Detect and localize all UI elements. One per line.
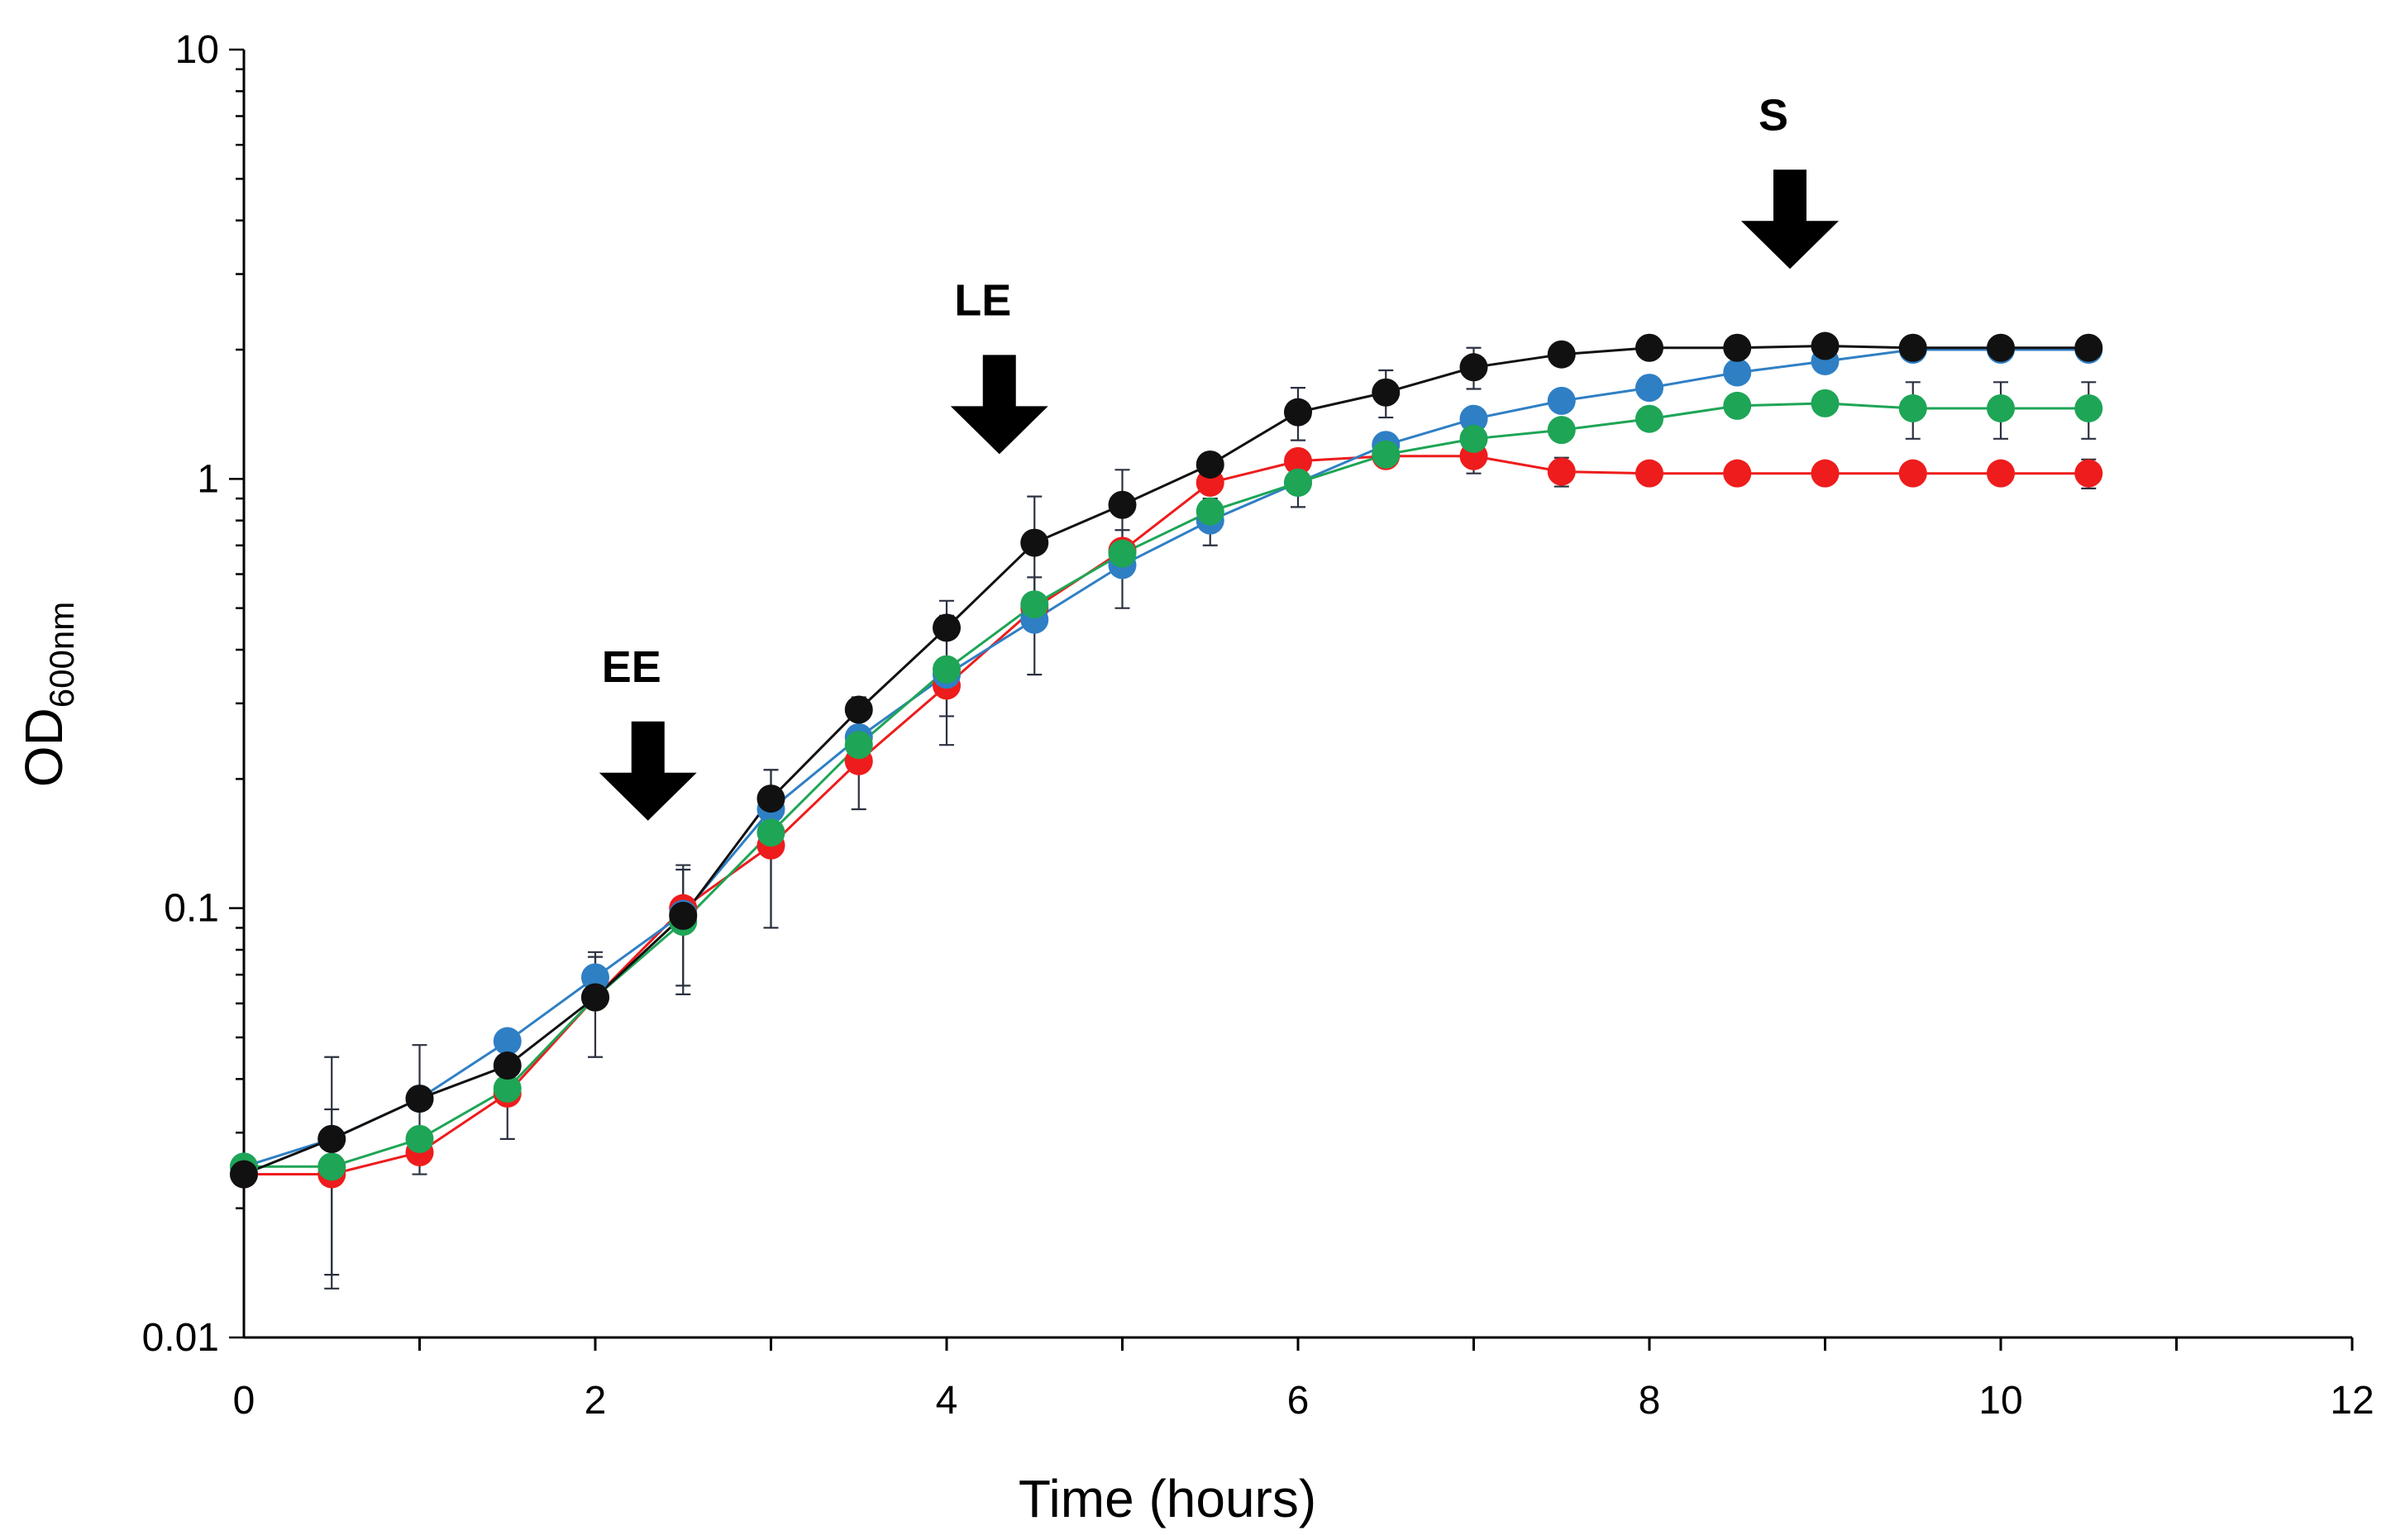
data-point-blue — [1635, 374, 1663, 403]
data-point-black — [1811, 331, 1840, 360]
data-point-black — [230, 1160, 258, 1189]
data-point-green — [756, 818, 785, 847]
annotation-s: S — [1741, 90, 1839, 269]
axis-ticks — [229, 48, 2354, 1351]
series-line-black — [243, 344, 2089, 1175]
data-point-black — [933, 613, 961, 642]
data-point-red — [1987, 459, 2015, 488]
down-arrow-icon — [950, 355, 1048, 455]
data-point-black — [1020, 528, 1049, 557]
data-point-green — [1898, 393, 1927, 422]
data-point-red — [1284, 446, 1312, 475]
annotation-label: S — [1759, 90, 1788, 140]
data-point-black — [2074, 333, 2103, 362]
series-line-red — [244, 455, 2089, 1175]
annotation-le: LE — [950, 275, 1048, 455]
data-point-black — [1108, 490, 1137, 519]
series-line-green — [244, 402, 2089, 1168]
data-point-red — [1898, 459, 1927, 488]
data-point-black — [1987, 333, 2015, 362]
data-point-black — [1459, 353, 1488, 382]
y-tick-label: 0.01 — [142, 1316, 219, 1360]
phase-annotations: EE LE S — [599, 90, 1839, 821]
data-point-blue — [581, 963, 609, 992]
x-tick-label: 4 — [936, 1379, 958, 1423]
x-tick-label: 12 — [2330, 1379, 2374, 1423]
data-point-red — [2074, 459, 2103, 488]
y-tick-label: 0.1 — [164, 887, 219, 931]
data-point-black — [844, 695, 873, 724]
annotation-label: LE — [954, 275, 1011, 325]
series-line-blue — [243, 348, 2089, 1168]
data-point-red — [1723, 459, 1752, 488]
data-point-black — [1635, 333, 1663, 362]
data-point-green — [1811, 389, 1840, 417]
data-point-green — [1987, 393, 2015, 422]
down-arrow-icon — [599, 721, 697, 821]
data-point-green — [933, 655, 961, 684]
x-tick-label: 8 — [1639, 1379, 1661, 1423]
data-point-green — [1372, 440, 1401, 469]
x-tick-label: 10 — [1978, 1379, 2022, 1423]
x-axis-title: Time (hours) — [1019, 1469, 1316, 1528]
data-point-blue — [1547, 386, 1576, 415]
data-point-green — [317, 1152, 346, 1181]
data-point-green — [405, 1124, 434, 1153]
y-axis-title-subscript: 600nm — [42, 602, 81, 708]
data-point-black — [405, 1085, 434, 1113]
data-point-black — [756, 784, 785, 813]
data-point-green — [1108, 539, 1137, 568]
x-tick-label: 0 — [233, 1379, 255, 1423]
data-point-black — [1898, 333, 1927, 362]
x-tick-label: 2 — [585, 1379, 607, 1423]
data-point-blue — [493, 1027, 522, 1056]
y-tick-label: 10 — [175, 28, 219, 72]
data-point-black — [1196, 450, 1224, 479]
data-point-black — [669, 901, 698, 930]
data-point-green — [493, 1074, 522, 1103]
data-point-green — [844, 731, 873, 760]
y-axis-title: OD600nm — [14, 602, 81, 787]
data-point-red — [1547, 457, 1576, 486]
x-tick-label: 6 — [1287, 1379, 1310, 1423]
y-axis-title-main: OD — [14, 708, 74, 787]
data-point-red — [1811, 459, 1840, 488]
data-point-black — [317, 1124, 346, 1153]
data-point-red — [1635, 459, 1663, 488]
data-point-black — [1284, 398, 1312, 427]
y-tick-label: 1 — [197, 457, 219, 501]
data-point-black — [581, 983, 609, 1012]
data-point-green — [1723, 391, 1752, 420]
data-point-black — [1723, 333, 1752, 362]
data-point-green — [1020, 590, 1049, 619]
data-point-green — [1635, 404, 1663, 433]
data-point-blue — [1723, 358, 1752, 387]
data-point-green — [1547, 416, 1576, 445]
data-point-black — [1547, 340, 1576, 369]
data-point-black — [1372, 378, 1401, 407]
series-lines — [243, 344, 2089, 1175]
annotation-ee: EE — [599, 642, 697, 821]
data-point-green — [1196, 497, 1224, 526]
annotation-label: EE — [602, 642, 661, 692]
data-point-black — [493, 1051, 522, 1080]
axes — [242, 50, 2352, 1339]
down-arrow-icon — [1741, 169, 1839, 269]
axis-tick-labels: 0 2 4 6 8 10 12 0.01 0.1 1 10 — [142, 28, 2374, 1423]
data-point-green — [1459, 424, 1488, 453]
data-point-blue — [1459, 404, 1488, 433]
data-point-green — [2074, 393, 2103, 422]
data-points — [230, 331, 2103, 1189]
data-point-green — [1284, 468, 1312, 497]
